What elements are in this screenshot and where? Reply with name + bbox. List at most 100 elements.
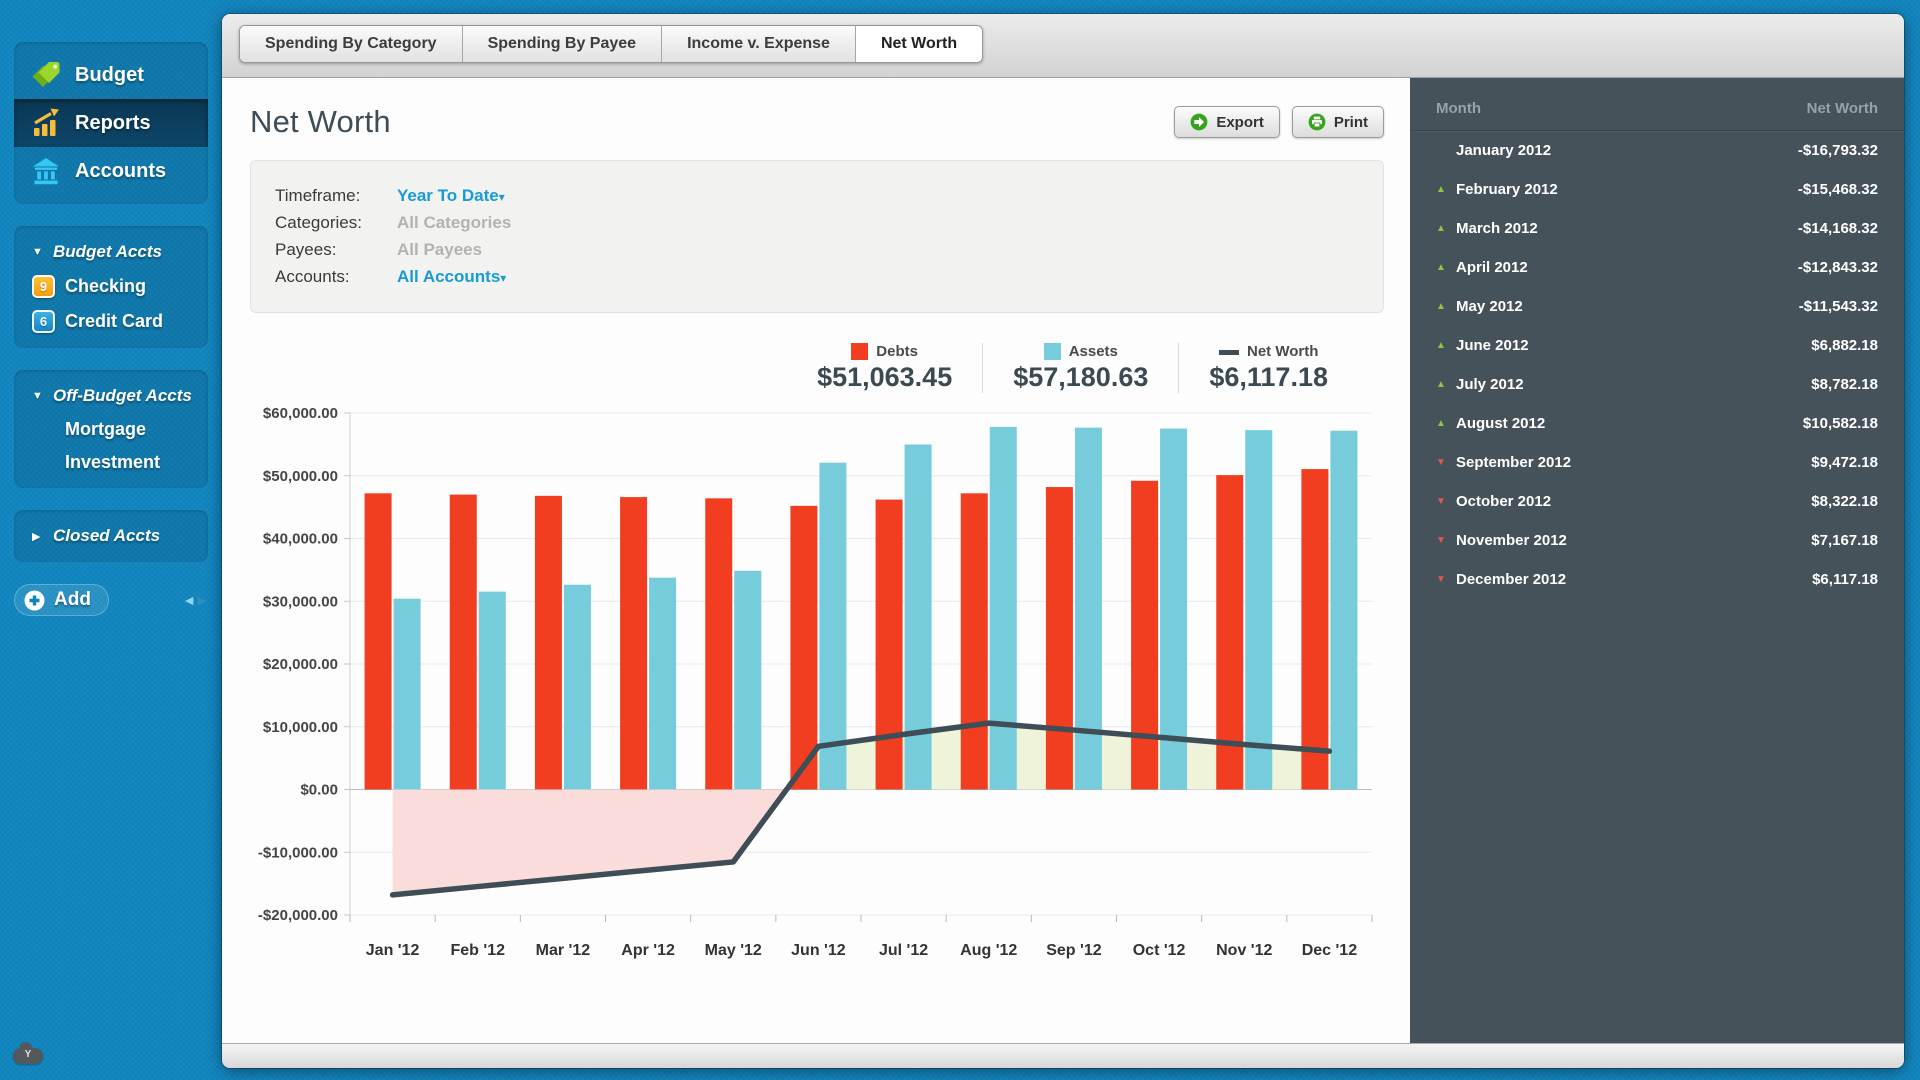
chart-legend: Debts $51,063.45 Assets $57,180.63 Net W… [250,343,1358,393]
budget-accts-section: ▼ Budget Accts 9 Checking 6 Credit Card [14,226,208,348]
svg-text:Oct '12: Oct '12 [1133,942,1186,959]
sidebar-item-label: Accounts [75,159,167,182]
debts-swatch [851,343,869,360]
legend-debts: Debts $51,063.45 [817,343,953,392]
sidebar-item-label: Reports [75,111,151,134]
trend-up-icon: ▲ [1436,223,1446,234]
svg-text:$60,000.00: $60,000.00 [263,405,338,422]
net-worth-value: -$16,793.32 [1797,142,1878,159]
accounts-dropdown[interactable]: All Accounts▾ [397,267,507,286]
sidebar-item-mortgage[interactable]: Mortgage [65,419,146,439]
svg-text:Aug '12: Aug '12 [960,942,1017,959]
table-row: ▼ December 2012 $6,117.18 [1410,560,1904,599]
report-tabbar: Spending By Category Spending By Payee Inc… [222,14,1904,78]
svg-text:Apr '12: Apr '12 [621,942,675,959]
tab-net-worth[interactable]: Net Worth [855,26,983,62]
sidebar-item-accounts[interactable]: Accounts [14,147,208,195]
export-button[interactable]: Export [1174,106,1280,138]
column-net-worth: Net Worth [1806,100,1878,117]
sidebar-item-credit-card[interactable]: 6 Credit Card [14,304,208,339]
net-worth-value: $6,882.18 [1811,337,1878,354]
svg-text:Mar '12: Mar '12 [536,942,591,959]
svg-text:Feb '12: Feb '12 [451,942,506,959]
column-month: Month [1436,100,1481,117]
add-account-button[interactable]: Add [14,584,109,616]
month-label: January 2012 [1456,142,1552,159]
section-header-closed-accts[interactable]: ▶ Closed Accts [32,526,161,545]
svg-text:$30,000.00: $30,000.00 [263,593,338,610]
table-header: Month Net Worth [1410,78,1904,131]
budget-tags-icon [32,62,60,87]
trend-down-icon: ▼ [1436,535,1446,546]
trend-up-icon: ▲ [1436,379,1446,390]
status-bar [222,1043,1904,1068]
legend-net-worth: Net Worth $6,117.18 [1178,343,1358,393]
svg-text:Jun '12: Jun '12 [791,942,846,959]
trend-down-icon: ▼ [1436,496,1446,507]
table-row: ▼ November 2012 $7,167.18 [1410,521,1904,560]
chevron-down-icon: ▾ [500,271,507,285]
month-label: September 2012 [1456,454,1572,471]
printer-icon [1308,113,1326,131]
month-label: February 2012 [1456,181,1558,198]
table-row: ▲ February 2012 -$15,468.32 [1410,170,1904,209]
debts-total: $51,063.45 [817,362,953,392]
trend-down-icon: ▼ [1436,457,1446,468]
report-main: Net Worth Export [222,78,1410,1043]
svg-text:-$20,000.00: -$20,000.00 [258,907,338,924]
chevron-down-icon: ▼ [32,246,43,258]
sidebar-item-budget[interactable]: Budget [14,51,208,99]
month-label: May 2012 [1456,298,1523,315]
svg-text:Sep '12: Sep '12 [1046,942,1101,959]
table-row: ▲ June 2012 $6,882.18 [1410,326,1904,365]
net-worth-value: -$14,168.32 [1797,220,1878,237]
trend-up-icon: ▲ [1436,340,1446,351]
unread-count-badge: 6 [32,310,55,333]
monthly-table-panel: Month Net Worth January 2012 -$16,793.32 ▲… [1410,78,1904,1043]
report-header: Net Worth Export [250,104,1384,140]
tab-spending-by-category[interactable]: Spending By Category [240,26,463,62]
trend-up-icon: ▲ [1436,418,1446,429]
svg-text:$20,000.00: $20,000.00 [263,656,338,673]
table-row: January 2012 -$16,793.32 [1410,131,1904,170]
svg-text:-$10,000.00: -$10,000.00 [258,844,338,861]
net-worth-value: $7,167.18 [1811,532,1878,549]
print-button[interactable]: Print [1291,106,1384,138]
sidebar: Budget Reports [0,0,222,1080]
net-worth-value: $8,322.18 [1811,493,1878,510]
sidebar-item-reports[interactable]: Reports [14,99,208,147]
app-window: Spending By Category Spending By Payee Inc… [222,14,1904,1068]
month-label: October 2012 [1456,493,1552,510]
payees-value: All Payees [397,240,483,259]
table-row: ▲ May 2012 -$11,543.32 [1410,287,1904,326]
content-area: Net Worth Export [222,78,1904,1043]
main-nav: Budget Reports [14,42,208,204]
timeframe-dropdown[interactable]: Year To Date▾ [397,186,505,205]
trend-down-icon: ▼ [1436,574,1446,585]
svg-text:$10,000.00: $10,000.00 [263,719,338,736]
filter-payees: Payees: All Payees [275,240,483,259]
assets-total: $57,180.63 [1013,362,1149,392]
svg-text:Dec '12: Dec '12 [1302,942,1358,959]
filter-timeframe: Timeframe: Year To Date▾ [275,186,505,205]
sidebar-item-checking[interactable]: 9 Checking [14,269,208,304]
section-header-off-budget-accts[interactable]: ▼ Off-Budget Accts [32,386,192,405]
sidebar-footer-row: Add ◄► [14,584,209,616]
legend-assets: Assets $57,180.63 [982,343,1178,393]
tab-spending-by-payee[interactable]: Spending By Payee [462,26,663,62]
svg-text:$0.00: $0.00 [300,782,338,799]
off-budget-accts-section: ▼ Off-Budget Accts Mortgage Investment [14,370,208,488]
svg-text:Jan '12: Jan '12 [366,942,420,959]
net-worth-value: -$12,843.32 [1797,259,1878,276]
section-header-budget-accts[interactable]: ▼ Budget Accts [32,242,162,261]
networth-chart: $60,000.00 $50,000.00 $40,000.00 $30,000.00… [250,399,1384,976]
sidebar-item-investment[interactable]: Investment [65,452,161,472]
filter-accounts: Accounts: All Accounts▾ [275,267,507,286]
trend-up-icon: ▲ [1436,184,1446,195]
sidebar-resize-handle[interactable]: ◄► [182,592,209,608]
unread-count-badge: 9 [32,275,55,298]
resize-left-icon: ◄ [182,592,196,608]
reports-chart-icon [34,108,59,136]
tab-income-v-expense[interactable]: Income v. Expense [662,26,856,62]
